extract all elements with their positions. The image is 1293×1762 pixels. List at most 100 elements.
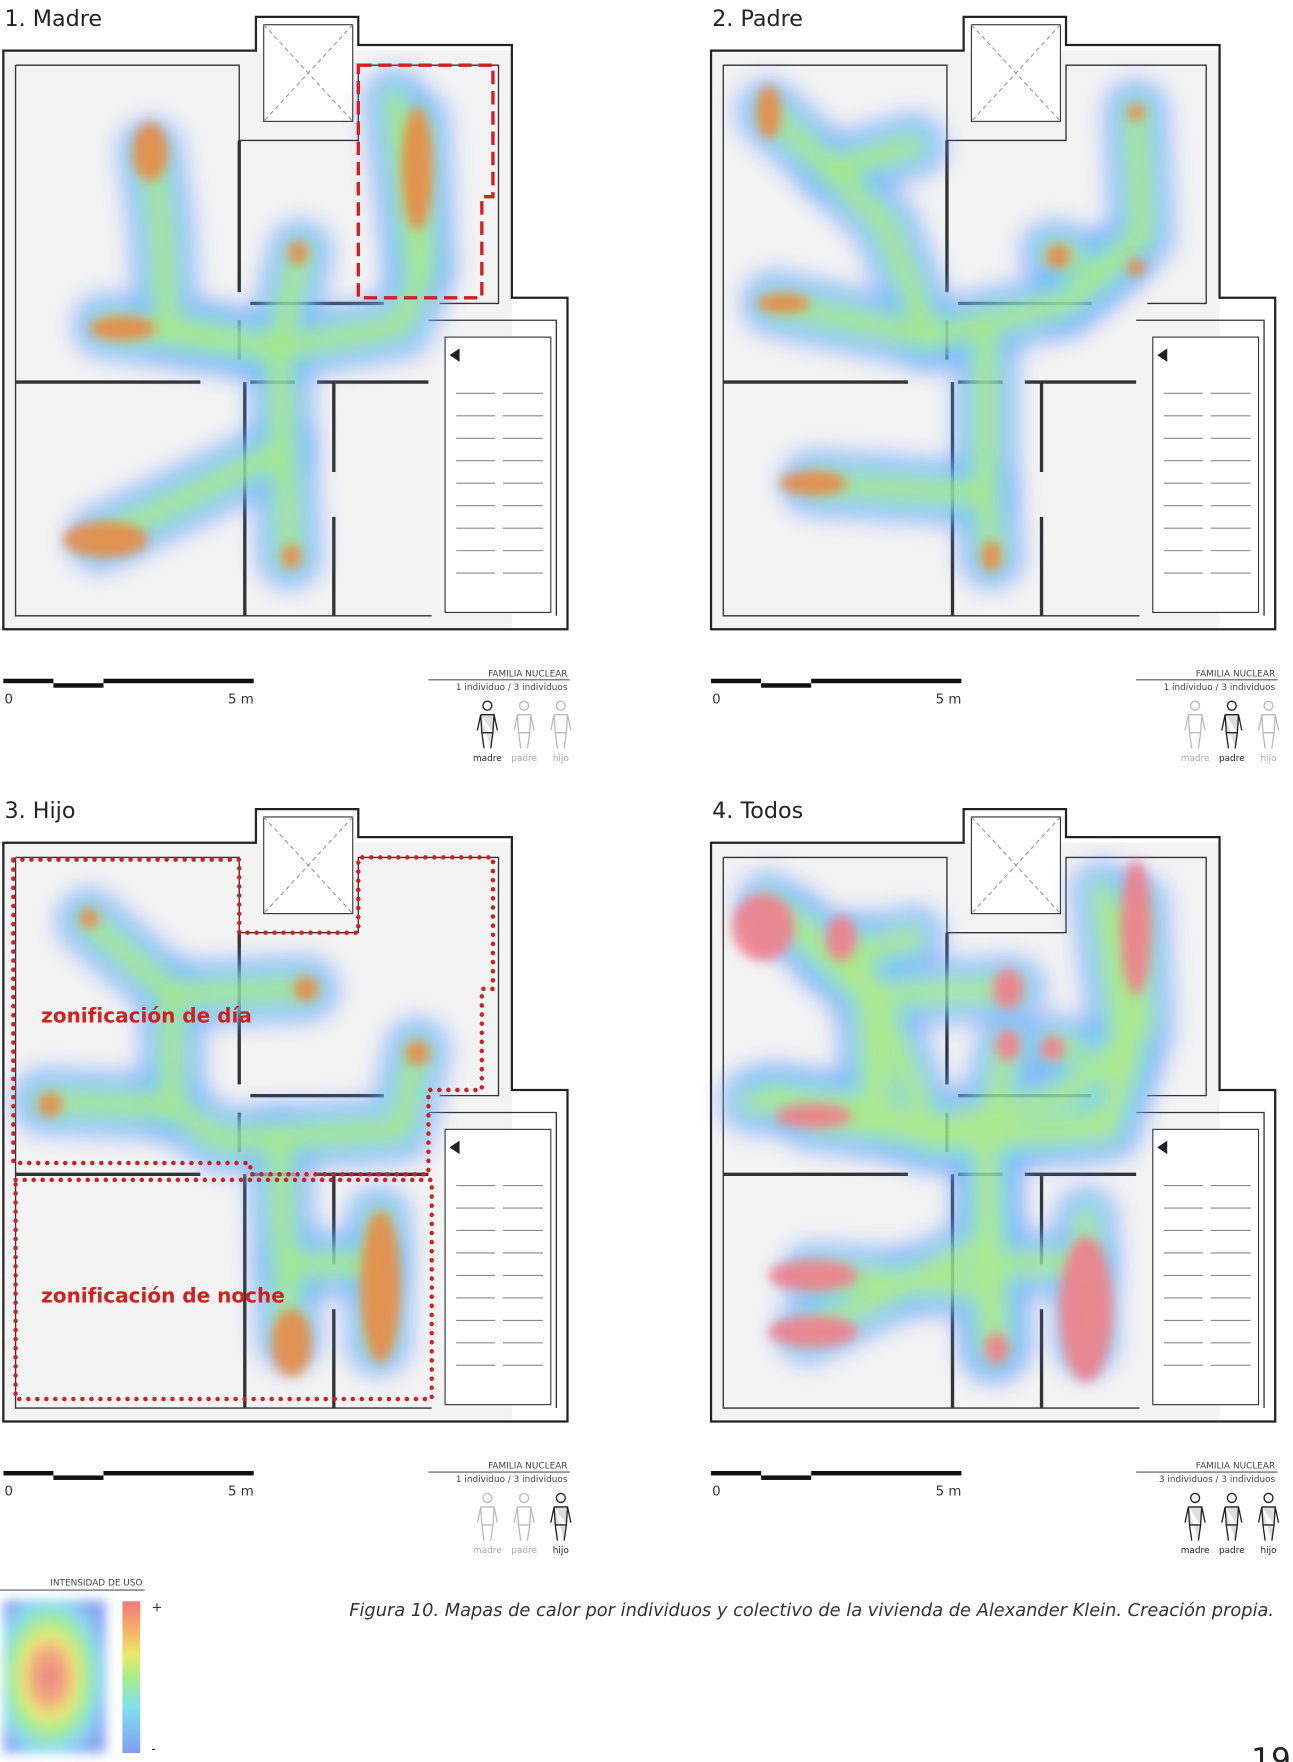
- heat-spot: [288, 240, 309, 266]
- figure-body: [1184, 1506, 1206, 1541]
- figure-label: padre: [1219, 754, 1245, 764]
- scale-label: 5 m: [228, 1485, 254, 1500]
- figure-head: [1189, 700, 1201, 711]
- person-figure: padre: [511, 1492, 537, 1556]
- family-legend: FAMILIA NUCLEAR 3 individuos / 3 individu…: [1136, 1462, 1280, 1556]
- panel-title: 3. Hijo: [4, 798, 75, 824]
- stairs: [1152, 336, 1260, 613]
- legend-max: +: [151, 1600, 162, 1615]
- figure-head: [518, 700, 530, 711]
- night-zone: [13, 1177, 434, 1402]
- color-bar: [122, 1601, 141, 1754]
- entrance-arrow: [1157, 348, 1168, 362]
- heat-path: [867, 976, 1026, 1007]
- stairs: [444, 1128, 552, 1406]
- legend-title: INTENSIDAD DE USO: [50, 1579, 142, 1589]
- heat-spot: [756, 293, 811, 314]
- figure-body: [1257, 1506, 1280, 1541]
- person-figure: madre: [473, 1492, 502, 1556]
- scale-seg: [53, 683, 104, 688]
- figure-head: [482, 1492, 493, 1504]
- heat-spot: [1127, 103, 1146, 122]
- family-legend: FAMILIA NUCLEAR 1 individuo / 3 individuo…: [428, 1462, 572, 1556]
- person-figure: hijo: [550, 1492, 572, 1556]
- heat-path: [32, 1088, 185, 1120]
- heat-path: [160, 976, 319, 1007]
- heatmap: [717, 858, 1177, 1384]
- figure-head: [1226, 1492, 1237, 1504]
- figure-label: madre: [473, 754, 502, 764]
- heat-spot: [984, 1332, 1010, 1365]
- stair-steps: [1163, 392, 1251, 574]
- figure-head: [482, 700, 493, 711]
- legend-min: -: [151, 1742, 156, 1757]
- legend-sample: [3, 1600, 106, 1754]
- shaft-x: [971, 24, 1061, 122]
- heat-spot: [825, 915, 857, 961]
- panel: 2. Padre 0 5 m FAMILIA NUCLEAR 1 individuo /…: [709, 6, 1280, 764]
- heat-path: [265, 1128, 302, 1350]
- person-figure: hijo: [1257, 700, 1280, 764]
- figure-body: [550, 1506, 572, 1541]
- heat-path: [817, 156, 943, 350]
- person-figure: madre: [1181, 1492, 1210, 1556]
- heat-spot: [1045, 243, 1071, 269]
- figure-head: [1226, 700, 1237, 711]
- figure-head: [1263, 1492, 1274, 1504]
- figure-label: hijo: [553, 754, 569, 764]
- scale-bar: 0 5 m: [711, 678, 962, 707]
- heat-spot: [132, 122, 169, 181]
- heat-spot: [780, 470, 847, 496]
- figure-body: [1257, 714, 1280, 749]
- stair-steps: [1163, 1184, 1251, 1366]
- heat-spot: [37, 1092, 63, 1117]
- panel-title: 1. Madre: [4, 6, 102, 32]
- scale-label: 0: [4, 1485, 12, 1500]
- scale-label: 5 m: [936, 692, 962, 707]
- scale-label: 0: [4, 692, 12, 707]
- scale-seg: [103, 1470, 254, 1476]
- plan-outline: [2, 807, 569, 1423]
- legend-subtitle: 3 individuos / 3 individuos: [1159, 1475, 1276, 1485]
- figure-label: madre: [1181, 754, 1210, 764]
- scale-seg: [3, 678, 54, 684]
- figure-head: [555, 700, 566, 711]
- page-number: 19: [1251, 1742, 1291, 1762]
- heat-spot: [360, 1210, 401, 1364]
- zone-label: zonificación de noche: [41, 1283, 285, 1307]
- person-figure: padre: [1219, 1492, 1245, 1556]
- intensity-legend: INTENSIDAD DE USO + -: [0, 1579, 163, 1757]
- heat-path: [76, 909, 430, 1153]
- stairs: [1152, 1128, 1260, 1406]
- heat-spot: [756, 85, 782, 140]
- scale-seg: [3, 1470, 54, 1476]
- scale-seg: [761, 1475, 812, 1480]
- person-figure: padre: [511, 700, 537, 764]
- panel: 3. Hijo zonificación de día zonificación d…: [2, 798, 572, 1556]
- legend-subtitle: 1 individuo / 3 individuos: [456, 683, 568, 693]
- family-legend: FAMILIA NUCLEAR 1 individuo / 3 individuo…: [428, 669, 572, 764]
- stair-steps: [456, 1184, 544, 1366]
- heat-spot: [1059, 1236, 1113, 1383]
- entrance-arrow: [1157, 1140, 1168, 1155]
- figure-head: [518, 1492, 530, 1504]
- heat-path: [87, 437, 296, 552]
- heat-spots: [732, 859, 1152, 1383]
- heat-spot: [271, 1309, 312, 1377]
- heat-spot: [775, 1103, 852, 1129]
- scale-bar: 0 5 m: [3, 1470, 254, 1500]
- heat-path: [973, 1128, 1010, 1350]
- scale-bar: 0 5 m: [3, 678, 254, 707]
- day-zone: [11, 855, 496, 1177]
- heat-spot: [992, 968, 1024, 1010]
- person-figure: padre: [1219, 700, 1245, 764]
- person-figure: madre: [1181, 700, 1210, 764]
- legend-title: FAMILIA NUCLEAR: [488, 1462, 567, 1472]
- figure-body: [513, 714, 535, 749]
- heat-path: [784, 909, 1138, 1153]
- heat-spots: [756, 85, 1146, 572]
- panel: 1. Madre 0 5 m FAMILIA NUCLEAR 1 individuo /…: [2, 6, 572, 764]
- heat-path: [1051, 100, 1154, 316]
